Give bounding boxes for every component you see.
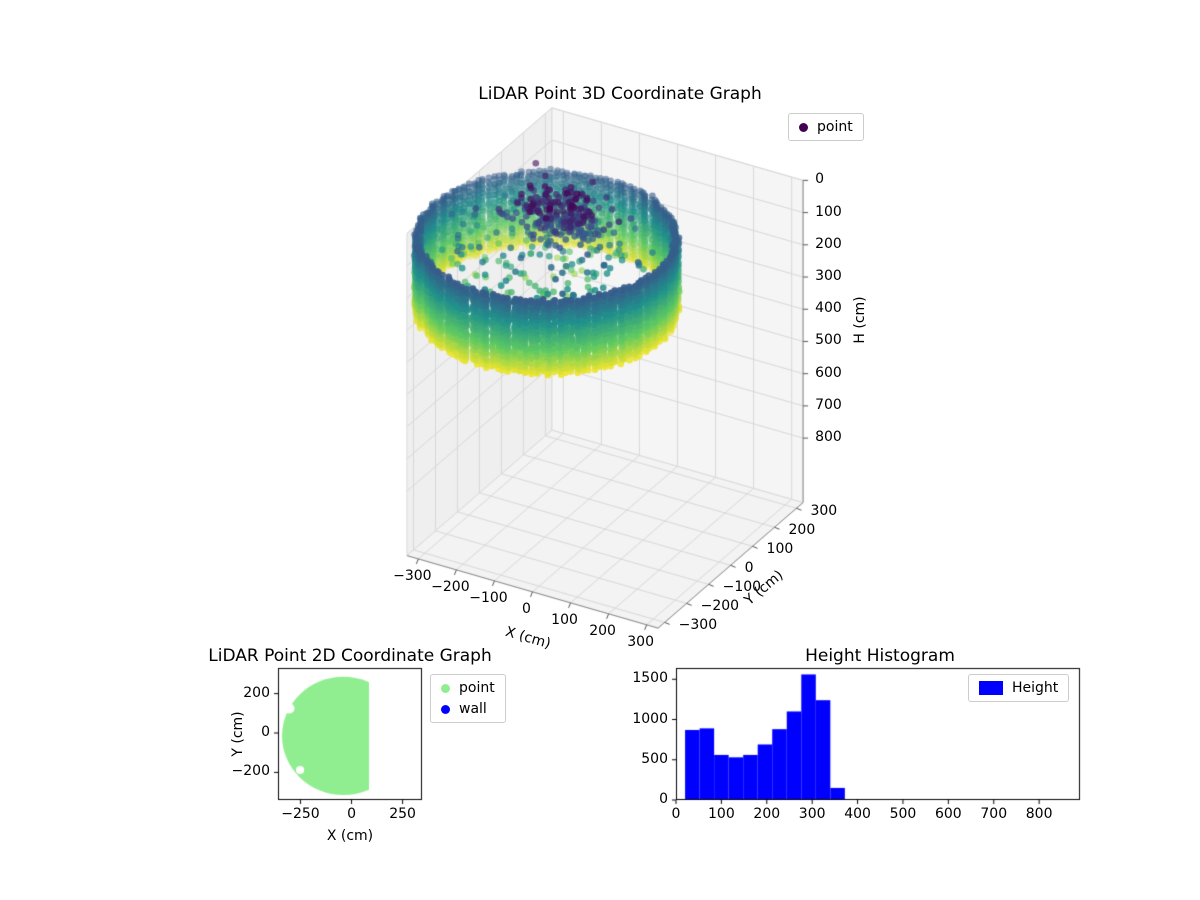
- tick-label: 200: [815, 235, 842, 252]
- tick-label: 1500: [632, 670, 668, 687]
- histogram-title: Height Histogram: [805, 646, 955, 666]
- tick-label: 0: [815, 171, 824, 188]
- tick-label: −100: [722, 579, 762, 596]
- tick-label: −300: [393, 567, 432, 584]
- tick-label: 200: [243, 684, 270, 701]
- tick-label: −200: [431, 578, 470, 595]
- tick-label: −200: [231, 763, 270, 780]
- legend-label: point: [459, 680, 495, 696]
- point-marker-icon: [441, 683, 450, 693]
- tick-label: −300: [678, 617, 718, 634]
- tick-label: 0: [261, 724, 270, 740]
- legend-item-height: Height: [979, 680, 1058, 696]
- tick-label: 600: [815, 364, 842, 381]
- legend-label: point: [817, 119, 853, 135]
- tick-label: −100: [469, 589, 508, 606]
- plot2d-legend: point wall: [430, 674, 506, 723]
- tick-label: 100: [551, 611, 578, 628]
- legend-item-point: point: [799, 119, 853, 135]
- tick-label: −200: [700, 598, 740, 615]
- plot3d-haxis-label: H (cm): [852, 296, 868, 344]
- plot2d-xaxis-label: X (cm): [326, 828, 374, 844]
- plot2d-yaxis-label: Y (cm): [230, 711, 246, 757]
- tick-label: 500: [889, 806, 917, 822]
- tick-label: 400: [815, 300, 842, 317]
- legend-label: Height: [1012, 680, 1059, 696]
- legend-item-wall: wall: [441, 701, 495, 717]
- tick-label: 700: [815, 396, 842, 413]
- tick-label: 100: [815, 203, 842, 220]
- plot3d-title: LiDAR Point 3D Coordinate Graph: [478, 84, 762, 104]
- legend-label: wall: [459, 701, 487, 717]
- tick-label: 200: [589, 622, 616, 639]
- tick-label: 200: [788, 522, 816, 539]
- tick-label: 500: [815, 332, 842, 349]
- tick-label: 0: [659, 791, 668, 807]
- tick-label: 300: [627, 633, 655, 650]
- tick-label: 400: [844, 806, 871, 822]
- tick-label: 100: [708, 806, 735, 822]
- tick-label: 100: [766, 541, 794, 558]
- point-marker-icon: [799, 122, 808, 132]
- tick-label: 300: [810, 503, 838, 520]
- tick-label: 0: [522, 600, 531, 617]
- tick-label: 800: [815, 429, 842, 446]
- tick-label: 0: [671, 806, 681, 822]
- tick-label: 0: [744, 560, 754, 577]
- tick-label: 0: [347, 806, 356, 822]
- tick-label: 700: [980, 806, 1008, 822]
- wall-marker-icon: [441, 704, 450, 714]
- tick-label: 250: [389, 806, 416, 822]
- legend-item-point: point: [441, 680, 495, 696]
- histogram-legend: Height: [968, 674, 1070, 702]
- plot3d-legend: point: [788, 113, 864, 141]
- height-patch-icon: [979, 681, 1003, 695]
- tick-label: 500: [641, 750, 668, 767]
- tick-label: 300: [815, 268, 842, 285]
- tick-label: 1000: [632, 710, 668, 727]
- plot2d-title: LiDAR Point 2D Coordinate Graph: [208, 646, 492, 666]
- tick-label: 300: [798, 806, 826, 822]
- tick-label: −250: [281, 806, 320, 822]
- tick-label: 200: [753, 806, 781, 822]
- tick-label: 600: [934, 806, 962, 822]
- tick-label: 800: [1025, 806, 1053, 822]
